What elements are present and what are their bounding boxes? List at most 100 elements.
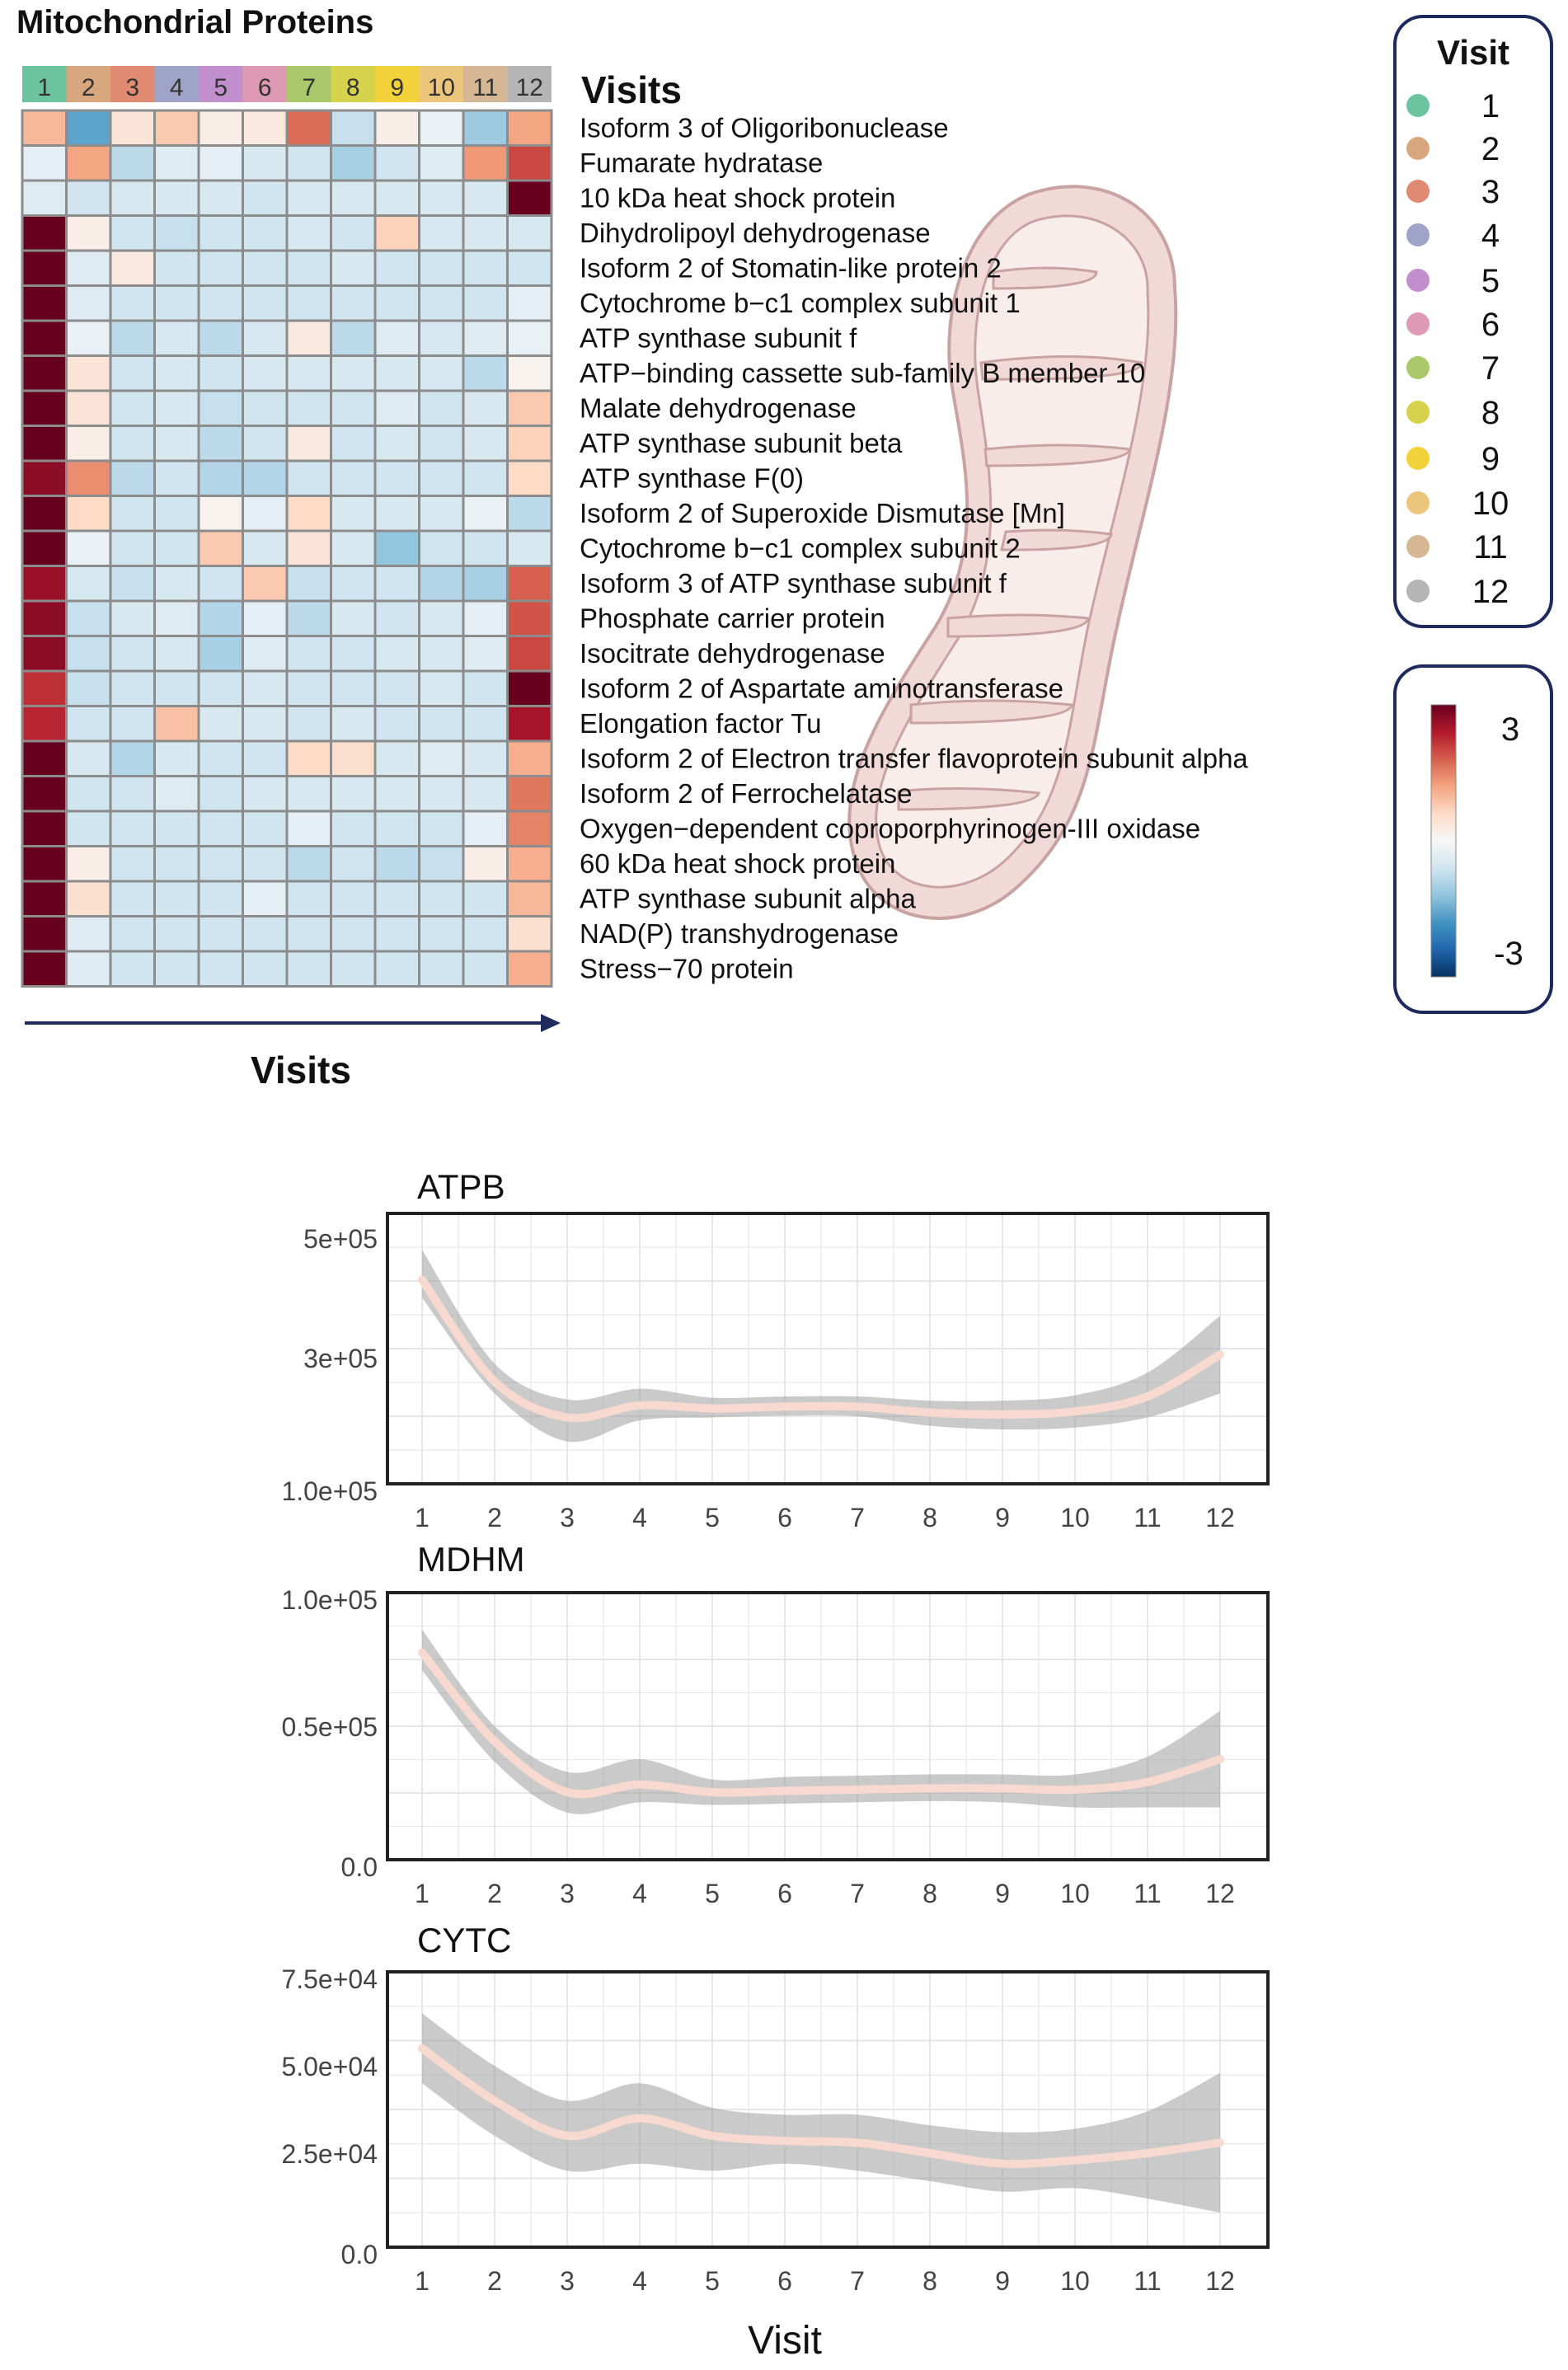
heatmap-row-label: Elongation factor Tu bbox=[580, 708, 822, 739]
heatmap-cell bbox=[462, 739, 509, 777]
heatmap-cell bbox=[21, 389, 68, 427]
heatmap-cell bbox=[506, 249, 553, 287]
panel-title: ATPB bbox=[417, 1167, 505, 1206]
heatmap-cell bbox=[242, 635, 289, 673]
heatmap-cell bbox=[506, 950, 553, 988]
heatmap-cell bbox=[462, 284, 509, 322]
heatmap-cell bbox=[462, 845, 509, 883]
heatmap-cell bbox=[462, 495, 509, 533]
panel-frame bbox=[386, 1212, 1270, 1485]
heatmap-cell bbox=[373, 599, 420, 637]
column-annotation-label: 10 bbox=[428, 74, 455, 101]
heatmap-cell bbox=[197, 249, 244, 287]
color-scale-bar bbox=[1430, 704, 1457, 978]
heatmap-cell bbox=[330, 845, 377, 883]
heatmap-cell bbox=[506, 179, 553, 217]
y-tick-label: 1.0e+05 bbox=[281, 1476, 378, 1506]
column-annotation-label: 7 bbox=[302, 74, 316, 101]
heatmap-cell bbox=[285, 529, 332, 567]
heatmap-cell bbox=[373, 425, 420, 462]
heatmap-cell bbox=[418, 109, 465, 147]
column-annotation-cell bbox=[110, 66, 155, 102]
visit-legend-swatch bbox=[1406, 269, 1430, 292]
heatmap-cell bbox=[330, 389, 377, 427]
heatmap-cell bbox=[330, 669, 377, 707]
heatmap-cell bbox=[506, 915, 553, 953]
heatmap-cell bbox=[373, 705, 420, 743]
column-annotation-label: 8 bbox=[346, 74, 360, 101]
heatmap-cell bbox=[21, 635, 68, 673]
heatmap-cell bbox=[330, 284, 377, 322]
heatmap-cell bbox=[462, 565, 509, 603]
heatmap-cell bbox=[21, 109, 68, 147]
heatmap-cell bbox=[197, 599, 244, 637]
heatmap-cell bbox=[373, 495, 420, 533]
heatmap-cell bbox=[65, 880, 112, 917]
heatmap-cell bbox=[330, 810, 377, 847]
heatmap-row-label: Isoform 2 of Stomatin-like protein 2 bbox=[580, 252, 1002, 283]
heatmap-cell bbox=[330, 109, 377, 147]
heatmap-cell bbox=[21, 179, 68, 217]
smooth-fit-line bbox=[418, 1275, 1224, 1423]
heatmap-row-label: Isoform 2 of Electron transfer flavoprot… bbox=[580, 743, 1248, 773]
panel-title: MDHM bbox=[417, 1540, 525, 1579]
heatmap-cell bbox=[373, 810, 420, 847]
heatmap-cell bbox=[65, 389, 112, 427]
heatmap-cell bbox=[373, 214, 420, 252]
heatmap-cell bbox=[373, 565, 420, 603]
heatmap-cell bbox=[506, 389, 553, 427]
heatmap-cell bbox=[242, 950, 289, 988]
heatmap-row-label: Fumarate hydratase bbox=[580, 148, 823, 178]
x-tick-label: 2 bbox=[487, 1503, 502, 1532]
heatmap-cell bbox=[506, 669, 553, 707]
heatmap-cell bbox=[506, 354, 553, 392]
heatmap-cell bbox=[242, 354, 289, 392]
heatmap-cell bbox=[153, 810, 200, 847]
column-annotation-cell bbox=[463, 66, 508, 102]
heatmap-cell bbox=[197, 459, 244, 497]
y-tick-label: 2.5e+04 bbox=[281, 2139, 378, 2169]
heatmap-cell bbox=[197, 669, 244, 707]
x-tick-label: 6 bbox=[777, 2266, 792, 2296]
confidence-ribbon bbox=[422, 1250, 1220, 1443]
heatmap-cell bbox=[153, 950, 200, 988]
x-tick-label: 7 bbox=[850, 2266, 865, 2296]
heatmap-cell bbox=[21, 459, 68, 497]
heatmap-cell bbox=[242, 319, 289, 357]
heatmap-cell bbox=[242, 880, 289, 917]
column-annotation-label: 3 bbox=[125, 74, 139, 101]
x-tick-label: 5 bbox=[705, 1879, 720, 1908]
heatmap-cell bbox=[65, 249, 112, 287]
x-tick-label: 3 bbox=[560, 1879, 575, 1908]
heatmap-cell bbox=[373, 109, 420, 147]
heatmap-cell bbox=[242, 109, 289, 147]
heatmap-cell bbox=[153, 635, 200, 673]
heatmap-cell bbox=[242, 249, 289, 287]
heatmap-cell bbox=[197, 565, 244, 603]
heatmap-cell bbox=[285, 109, 332, 147]
heatmap-cell bbox=[65, 669, 112, 707]
y-tick-label: 5e+05 bbox=[303, 1224, 378, 1254]
heatmap-cell bbox=[65, 599, 112, 637]
heatmap-cell bbox=[462, 529, 509, 567]
heatmap-cell bbox=[242, 810, 289, 847]
heatmap-cell bbox=[153, 599, 200, 637]
heatmap-cell bbox=[418, 354, 465, 392]
y-tick-label: 0.0 bbox=[341, 2240, 378, 2269]
heatmap-cell bbox=[418, 249, 465, 287]
x-tick-label: 8 bbox=[922, 1503, 937, 1532]
heatmap-row-label: Cytochrome b−c1 complex subunit 2 bbox=[580, 533, 1021, 563]
heatmap-cell bbox=[506, 739, 553, 777]
heatmap-cell bbox=[109, 425, 156, 462]
heatmap-cell bbox=[197, 950, 244, 988]
column-annotation-label: 6 bbox=[258, 74, 272, 101]
heatmap-cell bbox=[153, 739, 200, 777]
visit-legend-swatch bbox=[1406, 180, 1430, 203]
heatmap-cell bbox=[506, 565, 553, 603]
heatmap-cell bbox=[197, 880, 244, 917]
heatmap-cell bbox=[197, 284, 244, 322]
heatmap-cell bbox=[418, 880, 465, 917]
heatmap-cell bbox=[506, 810, 553, 847]
x-tick-label: 12 bbox=[1205, 2266, 1235, 2296]
